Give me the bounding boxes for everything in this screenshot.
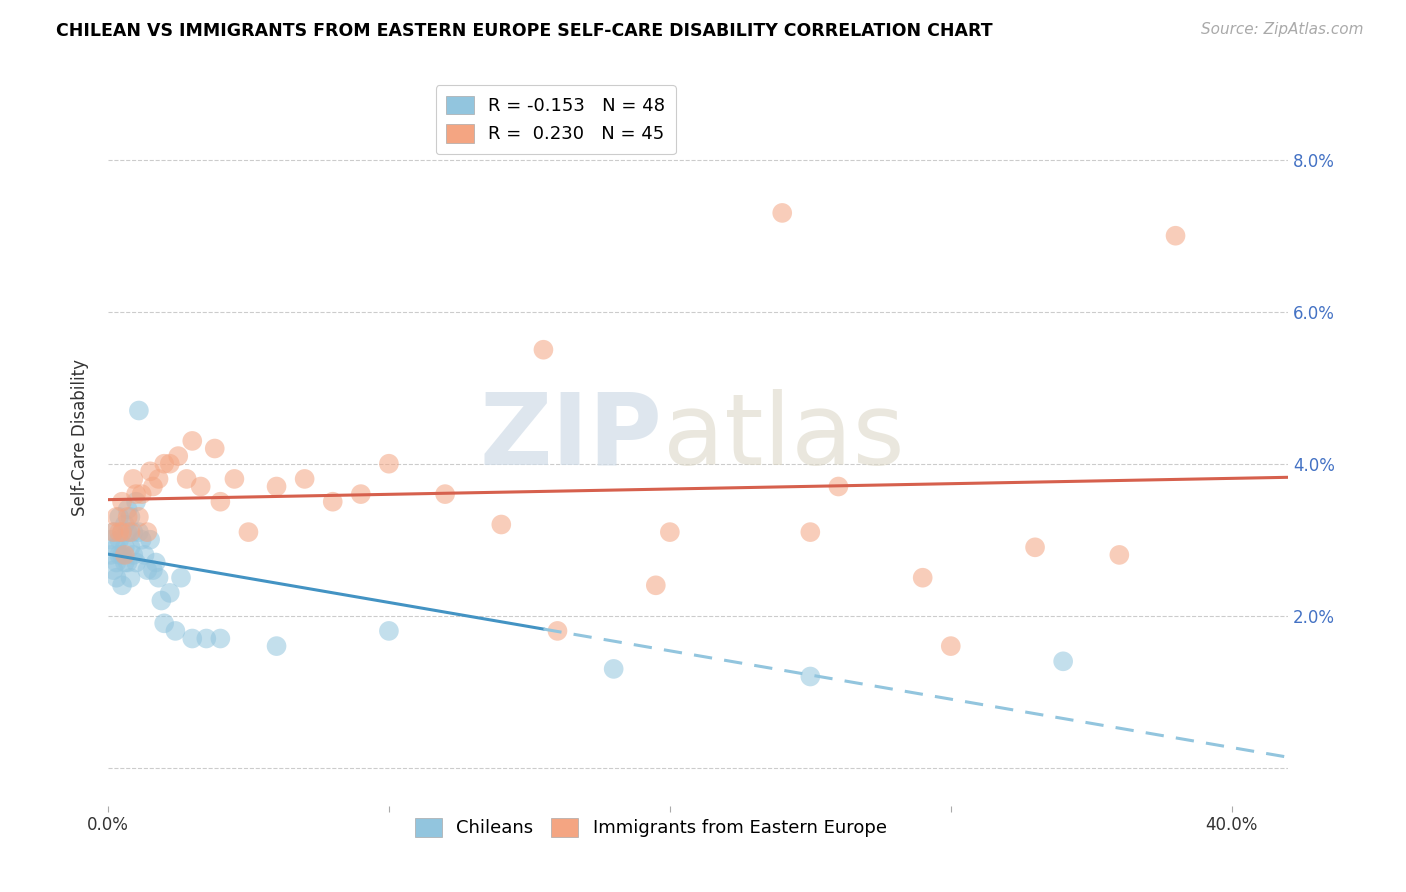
Point — [195, 632, 218, 646]
Point — [105, 556, 128, 570]
Point — [125, 494, 148, 508]
Point — [122, 548, 145, 562]
Point — [378, 624, 401, 638]
Point — [120, 541, 142, 555]
Point — [117, 556, 139, 570]
Point — [294, 472, 316, 486]
Point — [120, 509, 142, 524]
Point — [165, 624, 187, 638]
Point — [111, 494, 134, 508]
Point — [100, 548, 122, 562]
Point — [122, 472, 145, 486]
Point — [224, 472, 246, 486]
Point — [111, 578, 134, 592]
Point — [111, 548, 134, 562]
Point — [350, 487, 373, 501]
Point — [827, 479, 849, 493]
Point — [136, 525, 159, 540]
Point — [103, 563, 125, 577]
Point — [1024, 541, 1046, 555]
Point — [125, 556, 148, 570]
Point — [658, 525, 681, 540]
Point — [602, 662, 624, 676]
Point — [139, 464, 162, 478]
Point — [145, 556, 167, 570]
Point — [105, 509, 128, 524]
Point — [100, 533, 122, 547]
Point — [322, 494, 344, 508]
Point — [128, 403, 150, 417]
Y-axis label: Self-Care Disability: Self-Care Disability — [72, 359, 89, 516]
Point — [114, 556, 136, 570]
Point — [148, 472, 170, 486]
Point — [770, 206, 793, 220]
Point — [111, 525, 134, 540]
Point — [547, 624, 569, 638]
Point — [266, 479, 288, 493]
Point — [181, 434, 204, 448]
Point — [159, 457, 181, 471]
Point — [153, 616, 176, 631]
Point — [108, 548, 131, 562]
Point — [105, 571, 128, 585]
Point — [1164, 228, 1187, 243]
Point — [114, 517, 136, 532]
Point — [148, 571, 170, 585]
Text: CHILEAN VS IMMIGRANTS FROM EASTERN EUROPE SELF-CARE DISABILITY CORRELATION CHART: CHILEAN VS IMMIGRANTS FROM EASTERN EUROP… — [56, 22, 993, 40]
Point — [153, 457, 176, 471]
Point — [167, 449, 190, 463]
Point — [139, 533, 162, 547]
Point — [117, 509, 139, 524]
Point — [190, 479, 212, 493]
Point — [103, 525, 125, 540]
Point — [105, 541, 128, 555]
Point — [103, 525, 125, 540]
Point — [159, 586, 181, 600]
Point — [128, 525, 150, 540]
Point — [799, 525, 821, 540]
Point — [491, 517, 513, 532]
Point — [204, 442, 226, 456]
Point — [533, 343, 555, 357]
Point — [434, 487, 457, 501]
Point — [1052, 654, 1074, 668]
Point — [134, 548, 156, 562]
Point — [209, 494, 232, 508]
Text: Source: ZipAtlas.com: Source: ZipAtlas.com — [1201, 22, 1364, 37]
Point — [114, 548, 136, 562]
Point — [120, 525, 142, 540]
Point — [117, 502, 139, 516]
Point — [142, 563, 165, 577]
Point — [176, 472, 198, 486]
Point — [644, 578, 666, 592]
Legend: Chileans, Immigrants from Eastern Europe: Chileans, Immigrants from Eastern Europe — [408, 811, 894, 845]
Point — [266, 639, 288, 653]
Point — [939, 639, 962, 653]
Point — [108, 533, 131, 547]
Point — [181, 632, 204, 646]
Point — [911, 571, 934, 585]
Point — [131, 533, 153, 547]
Text: atlas: atlas — [662, 389, 904, 485]
Point — [108, 509, 131, 524]
Point — [111, 525, 134, 540]
Point — [131, 487, 153, 501]
Point — [170, 571, 193, 585]
Point — [117, 525, 139, 540]
Point — [128, 509, 150, 524]
Point — [136, 563, 159, 577]
Point — [142, 479, 165, 493]
Point — [209, 632, 232, 646]
Point — [114, 541, 136, 555]
Point — [799, 669, 821, 683]
Point — [1108, 548, 1130, 562]
Point — [378, 457, 401, 471]
Point — [122, 525, 145, 540]
Point — [120, 571, 142, 585]
Point — [150, 593, 173, 607]
Point — [238, 525, 260, 540]
Point — [125, 487, 148, 501]
Point — [108, 525, 131, 540]
Text: ZIP: ZIP — [479, 389, 662, 485]
